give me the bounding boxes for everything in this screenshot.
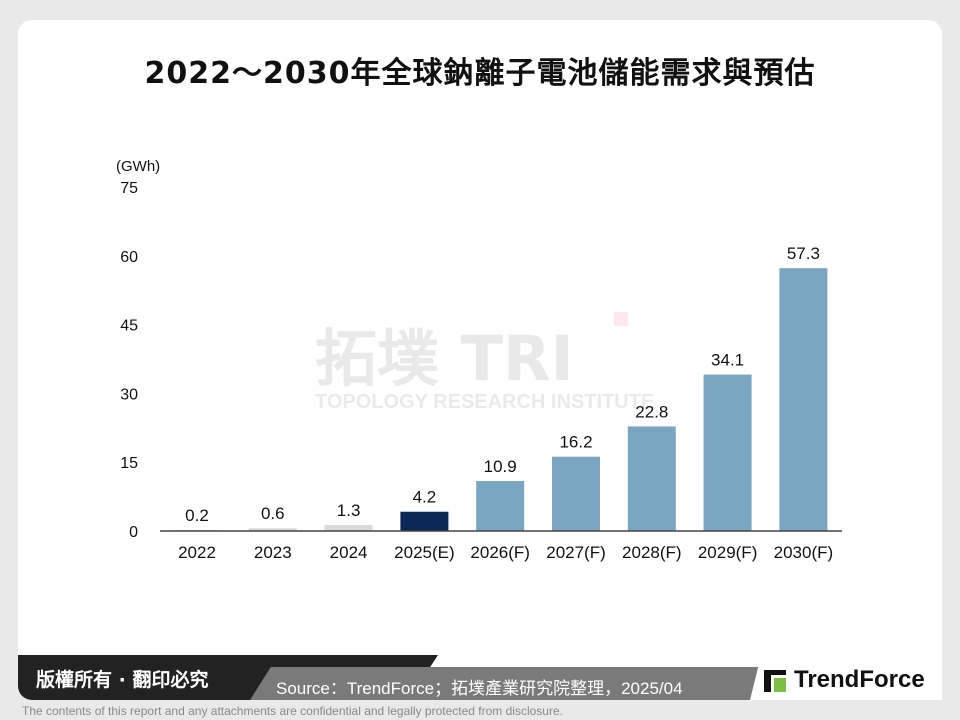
trendforce-logo-icon xyxy=(764,670,786,692)
bar xyxy=(552,456,600,531)
x-tick-label: 2025(E) xyxy=(394,543,454,562)
y-tick-label: 75 xyxy=(120,180,138,197)
y-tick-label: 60 xyxy=(120,249,138,266)
source-banner: Source：TrendForce；拓墣產業研究院整理，2025/04 xyxy=(250,667,770,700)
trendforce-logo: TrendForce xyxy=(750,638,942,700)
x-tick-label: 2027(F) xyxy=(546,543,606,562)
y-tick-label: 15 xyxy=(120,455,138,472)
y-tick-label: 45 xyxy=(120,318,138,335)
bar xyxy=(248,528,297,531)
svg-text:拓墣 TRI: 拓墣 TRI xyxy=(315,322,574,395)
svg-text:TOPOLOGY RESEARCH INSTITUTE: TOPOLOGY RESEARCH INSTITUTE xyxy=(315,391,654,413)
logo-text: TrendForce xyxy=(794,666,925,693)
data-label: 10.9 xyxy=(484,457,517,476)
bar xyxy=(324,525,373,531)
page-title: 2022～2030年全球鈉離子電池儲能需求與預估 xyxy=(144,56,816,91)
x-tick-label: 2028(F) xyxy=(622,543,682,562)
disclaimer: The contents of this report and any atta… xyxy=(22,704,563,718)
bar xyxy=(400,511,449,531)
x-tick-label: 2023 xyxy=(254,543,292,562)
bar xyxy=(627,426,676,531)
bar xyxy=(779,268,828,531)
data-label: 0.2 xyxy=(185,506,209,525)
x-tick-label: 2030(F) xyxy=(774,543,834,562)
data-label: 16.2 xyxy=(559,433,592,452)
bar xyxy=(703,374,752,531)
data-label: 57.3 xyxy=(787,244,820,263)
data-label: 4.2 xyxy=(413,488,437,507)
y-tick-label: 30 xyxy=(120,386,138,403)
x-tick-label: 2024 xyxy=(330,543,368,562)
x-tick-label: 2029(F) xyxy=(698,543,758,562)
data-label: 0.6 xyxy=(261,504,285,523)
data-label: 22.8 xyxy=(635,402,668,421)
source-text: Source：TrendForce；拓墣產業研究院整理，2025/04 xyxy=(276,679,683,698)
watermark: 拓墣 TRI TOPOLOGY RESEARCH INSTITUTE xyxy=(315,312,654,413)
copyright-text: 版權所有 · 翻印必究 xyxy=(36,669,209,691)
bar xyxy=(476,481,525,531)
data-label: 1.3 xyxy=(337,501,361,520)
y-axis-unit: (GWh) xyxy=(116,158,160,175)
y-tick-label: 0 xyxy=(129,524,138,541)
x-tick-label: 2026(F) xyxy=(470,543,530,562)
x-tick-label: 2022 xyxy=(178,543,216,562)
data-label: 34.1 xyxy=(711,351,744,370)
